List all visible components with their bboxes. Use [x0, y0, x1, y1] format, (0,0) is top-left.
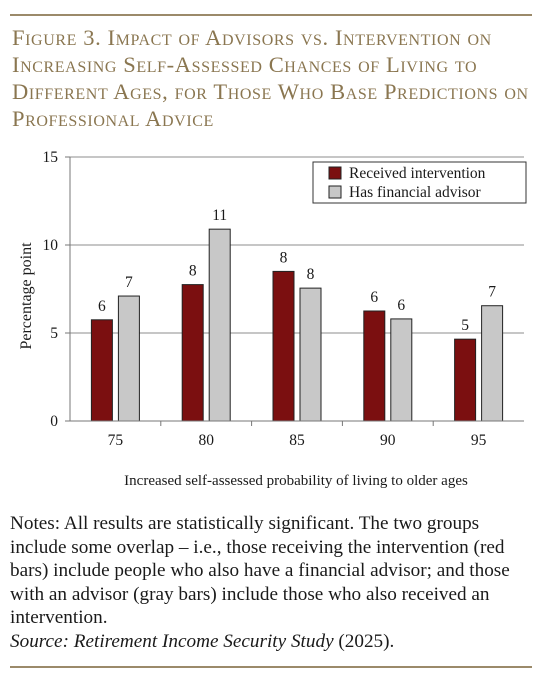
legend-swatch-advisor	[328, 185, 342, 199]
data-label: 5	[461, 317, 469, 334]
y-tick-labels: 0 5 10 15	[43, 149, 59, 430]
data-label: 6	[397, 297, 405, 314]
bar-intervention	[454, 338, 477, 422]
source-title: Retirement Income Security Study	[73, 630, 334, 652]
bar-intervention	[363, 310, 386, 422]
legend-label-intervention: Received intervention	[349, 165, 486, 182]
x-tick-label: 90	[380, 432, 396, 449]
source-label: Source:	[10, 630, 74, 652]
source-year: (2025).	[333, 630, 395, 652]
y-tick-label: 15	[43, 149, 59, 166]
x-tick-label: 85	[289, 432, 305, 449]
bar-advisor	[117, 295, 140, 422]
legend-box	[312, 161, 527, 204]
y-tick-label: 5	[50, 325, 58, 342]
x-axis-label: Increased self-assessed probability of l…	[124, 473, 468, 489]
data-label: 8	[307, 266, 315, 283]
gridlines	[65, 156, 524, 422]
data-label: 7	[125, 274, 133, 291]
data-label: 6	[370, 289, 378, 306]
y-tick-label: 0	[50, 413, 58, 430]
bar-intervention	[181, 284, 204, 422]
x-tick-label: 80	[198, 432, 214, 449]
legend-label-advisor: Has financial advisor	[349, 184, 482, 201]
bar-advisor	[390, 318, 413, 422]
data-label: 11	[212, 207, 227, 224]
y-axis-label: Percentage point	[18, 242, 35, 350]
x-tick-label: 95	[471, 432, 487, 449]
x-tick-labels: 75 80 85 90 95	[108, 421, 487, 449]
source-line: Source: Retirement Income Security Study…	[10, 630, 535, 654]
data-label: 8	[280, 249, 288, 266]
x-tick-label: 75	[108, 432, 124, 449]
data-label: 8	[189, 263, 197, 280]
legend: Received intervention Has financial advi…	[312, 161, 527, 204]
bar-advisor	[481, 305, 504, 422]
bars	[90, 228, 504, 422]
bar-chart: 0 5 10 15 6 7 8 11 8 8 6 6 5 7 75 80 85 90 95 Percentage…	[18, 149, 527, 489]
y-tick-label: 10	[43, 237, 59, 254]
notes: Notes: All results are statistically sig…	[10, 512, 535, 653]
data-label: 6	[98, 298, 106, 315]
top-rule	[10, 14, 532, 16]
data-label: 7	[488, 284, 496, 301]
value-labels: 6 7 8 11 8 8 6 6 5 7	[98, 207, 496, 334]
bar-intervention	[272, 270, 295, 422]
bar-intervention	[90, 319, 113, 422]
bar-advisor	[299, 287, 322, 422]
notes-text: Notes: All results are statistically sig…	[10, 513, 510, 628]
figure-title: Figure 3. Impact of Advisors vs. Interve…	[12, 25, 529, 131]
bar-advisor	[208, 228, 231, 422]
bottom-rule	[10, 666, 532, 668]
legend-swatch-intervention	[328, 166, 342, 180]
